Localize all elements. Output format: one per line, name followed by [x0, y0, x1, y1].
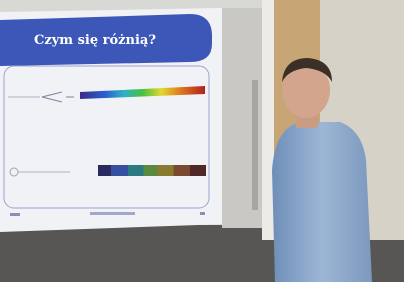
photo: Czym się różnią?: [0, 0, 404, 282]
slide-footer: [90, 212, 135, 215]
slide-footer: [10, 213, 20, 216]
slide-footer: [200, 212, 205, 215]
person-shirt: [272, 122, 372, 282]
page: Czym się różnią? (() => { const data = J…: [0, 0, 404, 282]
board-edge: [262, 0, 274, 240]
band-spectrum: [98, 165, 206, 176]
ruler: [252, 80, 258, 210]
slide-title: Czym się różnią?: [34, 33, 156, 48]
